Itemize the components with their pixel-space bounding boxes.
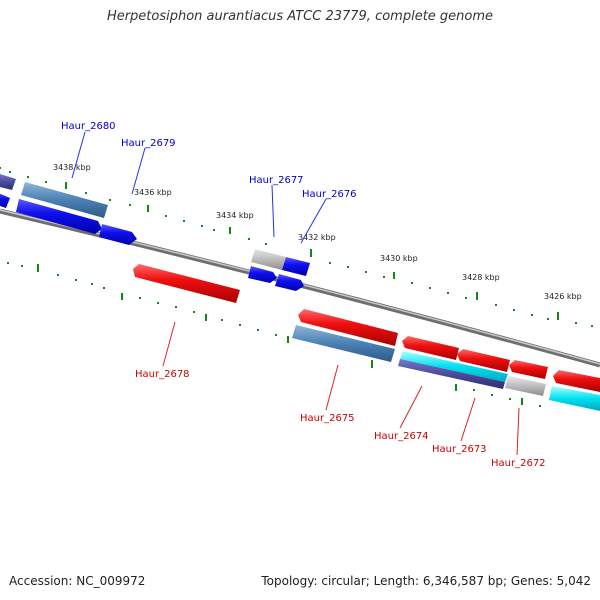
kbp-labels: 3438 kbp 3436 kbp 3434 kbp 3432 kbp 3430… [53,163,582,301]
accession-label: Accession: NC_009972 [9,574,146,588]
leader-line [516,407,520,456]
leader-line [460,397,476,442]
kbp-label: 3432 kbp [298,233,336,242]
genome-summary: Topology: circular; Length: 6,346,587 bp… [261,574,591,588]
gene-feature-haur-2677-b [282,257,310,276]
reverse-gene-labels [162,321,520,456]
forward-gene-labels [71,131,327,244]
forward-gene-features [0,174,310,291]
leader-line [300,198,327,244]
gene-feature-haur-2679-c [99,224,137,245]
gene-label: Haur_2677 [249,175,304,186]
gene-feature-haur-2674 [400,351,508,382]
gene-feature-haur-2672-b [553,370,600,392]
gene-label: Haur_2675 [300,413,355,424]
gene-feature-haur-2675 [292,325,395,362]
gene-label: Haur_2678 [135,369,190,380]
gene-feature-haur-2679-b [16,199,102,234]
gene-feature-haur-2676-a [248,266,277,283]
gene-feature-haur-2679 [0,193,10,208]
kbp-label: 3426 kbp [544,292,582,301]
kbp-label: 3436 kbp [134,188,172,197]
gene-feature-haur-2674-red [402,336,459,360]
kbp-label: 3428 kbp [462,273,500,282]
reverse-gene-features [133,264,600,411]
kbp-label: 3430 kbp [380,254,418,263]
leader-line [71,131,86,179]
inner-tick-row [7,262,541,407]
gene-label: Haur_2679 [121,138,176,149]
gene-feature-haur-2673 [457,349,510,372]
gene-feature-haur-2677 [251,249,286,270]
gene-feature-haur-2673-b [509,360,548,379]
leader-line [325,364,339,411]
map-title: Herpetosiphon aurantiacus ATCC 23779, co… [106,9,494,24]
leader-line [131,147,146,195]
gene-label: Haur_2676 [302,189,357,200]
kbp-label: 3438 kbp [53,163,91,172]
gene-feature-haur-2674-b [398,359,505,389]
gene-feature-haur-2678 [133,264,240,303]
gene-feature-haur-2676-b [275,274,304,291]
leader-line [162,321,176,367]
gene-label: Haur_2672 [491,458,546,469]
gene-feature-haur-2680-a [0,174,16,190]
gene-label: Haur_2674 [374,431,429,442]
outer-tick-row [0,167,593,327]
reverse-gene-label-text: Haur_2678 Haur_2675 Haur_2674 Haur_2673 … [135,369,546,469]
gene-feature-haur-2675-red [298,309,398,346]
leader-line [271,184,275,238]
gene-feature-haur-2672 [505,376,546,396]
leader-line [399,385,423,429]
gene-label: Haur_2680 [61,121,116,132]
kbp-label: 3434 kbp [216,211,254,220]
gene-label: Haur_2673 [432,444,487,455]
gene-feature-haur-2680 [21,182,108,218]
gene-feature-haur-2672-c [549,386,600,411]
forward-gene-label-text: Haur_2680 Haur_2679 Haur_2677 Haur_2676 [61,121,357,200]
